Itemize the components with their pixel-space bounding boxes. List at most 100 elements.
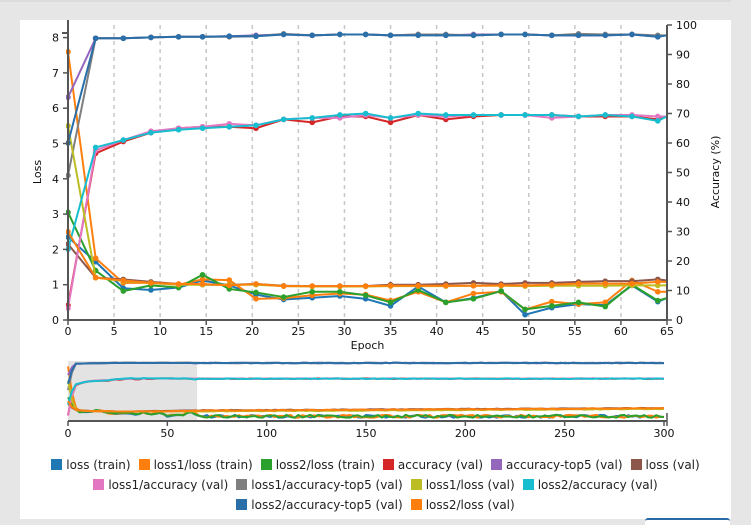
data-point[interactable]	[362, 292, 369, 299]
data-point[interactable]	[253, 122, 259, 129]
data-point[interactable]	[575, 280, 582, 287]
data-point[interactable]	[309, 288, 316, 295]
data-point[interactable]	[602, 280, 609, 287]
data-point[interactable]	[498, 112, 504, 118]
data-point[interactable]	[522, 31, 528, 38]
data-point[interactable]	[522, 311, 528, 318]
data-point[interactable]	[337, 31, 343, 38]
data-point[interactable]	[253, 289, 259, 296]
data-point[interactable]	[175, 34, 182, 40]
legend-item[interactable]: loss2/loss (train)	[260, 455, 375, 475]
data-point[interactable]	[575, 299, 582, 306]
data-point[interactable]	[309, 283, 316, 289]
data-point[interactable]	[470, 32, 477, 39]
data-point[interactable]	[549, 281, 555, 288]
data-point[interactable]	[470, 296, 477, 302]
legend-item[interactable]: loss1/loss (val)	[410, 475, 515, 495]
data-point[interactable]	[337, 283, 343, 289]
data-point[interactable]	[280, 31, 287, 38]
data-point[interactable]	[92, 144, 99, 151]
data-point[interactable]	[120, 288, 127, 294]
data-point[interactable]	[654, 297, 661, 304]
data-point[interactable]	[415, 110, 421, 117]
data-point[interactable]	[120, 277, 127, 284]
data-point[interactable]	[654, 118, 661, 124]
data-point[interactable]	[549, 32, 555, 39]
data-point[interactable]	[92, 35, 99, 42]
data-point[interactable]	[498, 288, 504, 294]
data-point[interactable]	[362, 283, 369, 289]
data-point[interactable]	[199, 125, 206, 132]
data-point[interactable]	[337, 112, 343, 118]
data-point[interactable]	[415, 282, 421, 289]
data-point[interactable]	[387, 119, 394, 126]
data-point[interactable]	[362, 31, 369, 38]
data-point[interactable]	[148, 129, 154, 136]
data-point[interactable]	[199, 281, 206, 287]
legend-item[interactable]: loss (train)	[51, 455, 131, 475]
data-point[interactable]	[387, 299, 394, 306]
data-point[interactable]	[654, 34, 661, 40]
data-point[interactable]	[199, 276, 206, 283]
legend-item[interactable]: loss1/accuracy (val)	[93, 475, 228, 495]
data-point[interactable]	[92, 255, 99, 262]
data-point[interactable]	[549, 298, 555, 305]
data-point[interactable]	[549, 303, 555, 309]
data-point[interactable]	[226, 33, 233, 40]
data-point[interactable]	[443, 32, 449, 39]
data-point[interactable]	[309, 115, 316, 121]
data-point[interactable]	[148, 287, 154, 293]
data-point[interactable]	[199, 34, 206, 40]
data-point[interactable]	[602, 299, 609, 306]
data-point[interactable]	[280, 116, 287, 123]
data-point[interactable]	[226, 277, 233, 283]
data-point[interactable]	[387, 32, 394, 39]
data-point[interactable]	[337, 288, 343, 295]
data-point[interactable]	[629, 31, 635, 38]
data-point[interactable]	[309, 32, 316, 39]
data-point[interactable]	[654, 279, 661, 285]
data-point[interactable]	[575, 113, 582, 120]
data-point[interactable]	[443, 282, 449, 289]
data-point[interactable]	[175, 281, 182, 287]
data-point[interactable]	[387, 282, 394, 289]
legend-item[interactable]: loss2/accuracy-top5 (val)	[236, 495, 403, 515]
data-point[interactable]	[549, 112, 555, 118]
data-point[interactable]	[175, 126, 182, 133]
data-point[interactable]	[226, 123, 233, 130]
data-point[interactable]	[470, 290, 477, 297]
data-point[interactable]	[309, 119, 316, 126]
data-point[interactable]	[470, 112, 477, 118]
legend-item[interactable]: accuracy-top5 (val)	[491, 455, 623, 475]
data-point[interactable]	[498, 31, 504, 38]
data-point[interactable]	[253, 33, 259, 40]
data-point[interactable]	[498, 282, 504, 289]
page-scrollbar-track[interactable]	[731, 0, 751, 523]
data-point[interactable]	[415, 287, 421, 293]
data-point[interactable]	[253, 281, 259, 287]
data-point[interactable]	[629, 113, 635, 120]
legend-item[interactable]: loss2/accuracy (val)	[522, 475, 658, 495]
legend-item[interactable]: loss1/loss (train)	[138, 455, 253, 475]
data-point[interactable]	[148, 280, 154, 286]
overview-plot[interactable]: 0 50 100 150 200 250 300	[65, 361, 675, 440]
data-point[interactable]	[654, 288, 661, 295]
data-point[interactable]	[522, 306, 528, 313]
data-point[interactable]	[575, 32, 582, 39]
data-point[interactable]	[92, 274, 99, 281]
legend-item[interactable]: loss (val)	[630, 455, 700, 475]
data-point[interactable]	[602, 303, 609, 310]
data-point[interactable]	[470, 282, 477, 289]
data-point[interactable]	[253, 296, 259, 302]
data-point[interactable]	[443, 112, 449, 118]
data-point[interactable]	[226, 282, 233, 289]
legend-item[interactable]: loss2/loss (val)	[410, 495, 515, 515]
data-point[interactable]	[602, 112, 609, 118]
data-point[interactable]	[120, 35, 127, 42]
data-point[interactable]	[362, 110, 369, 117]
data-point[interactable]	[415, 32, 421, 39]
data-point[interactable]	[443, 299, 449, 306]
data-point[interactable]	[602, 32, 609, 39]
data-point[interactable]	[522, 112, 528, 118]
